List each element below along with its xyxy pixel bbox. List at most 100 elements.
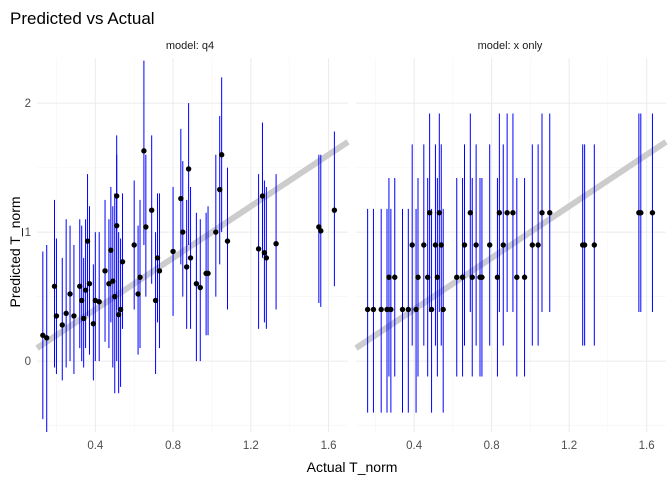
panel-strip-label-q4: model: q4: [166, 40, 214, 52]
data-point: [183, 264, 190, 270]
data-point: [154, 255, 161, 261]
data-point: [263, 255, 270, 261]
data-point: [591, 242, 598, 248]
data-point: [141, 148, 147, 154]
data-point: [137, 274, 143, 280]
data-point: [112, 293, 118, 300]
data-point: [479, 274, 485, 280]
data-point: [152, 297, 159, 304]
data-point: [581, 242, 588, 248]
data-point: [113, 222, 120, 229]
data-point: [529, 242, 536, 248]
data-point: [255, 246, 262, 252]
data-point: [638, 210, 644, 216]
data-point: [218, 152, 225, 158]
y-tick-label: 0: [25, 356, 31, 368]
reference-line: [35, 139, 350, 351]
panel-1: [354, 58, 668, 432]
data-point: [213, 229, 219, 235]
data-point: [187, 255, 194, 261]
data-point: [364, 306, 371, 313]
data-point: [467, 210, 474, 216]
data-point: [535, 242, 541, 248]
data-point: [649, 210, 656, 216]
data-point: [510, 210, 516, 216]
data-point: [486, 242, 493, 248]
data-point: [469, 274, 475, 280]
x-tick-label: 0.8: [165, 440, 181, 452]
data-point: [51, 283, 58, 289]
data-point: [432, 242, 439, 248]
data-point: [318, 228, 324, 234]
panels-group: [35, 58, 668, 432]
data-point: [494, 274, 501, 280]
reference-line: [354, 139, 668, 351]
data-point: [59, 322, 65, 328]
data-point: [378, 306, 384, 313]
panel-strip-label-x-only: model: x only: [478, 40, 543, 52]
panel-0: [35, 58, 350, 432]
data-point: [514, 274, 520, 280]
data-point: [77, 283, 83, 289]
data-point: [79, 297, 85, 304]
data-point: [86, 280, 93, 287]
data-point: [71, 313, 77, 319]
data-point: [438, 242, 444, 248]
data-point: [428, 306, 435, 313]
data-point: [63, 310, 69, 317]
data-point: [461, 242, 468, 248]
data-point: [178, 195, 184, 202]
data-point: [500, 242, 506, 248]
x-tick-label: 1.2: [243, 440, 259, 452]
data-point: [539, 210, 545, 216]
chart-title: Predicted vs Actual: [10, 9, 155, 28]
x-tick-label: 1.6: [321, 440, 337, 452]
data-point: [44, 335, 50, 341]
data-point: [473, 242, 479, 248]
data-point: [110, 278, 116, 284]
x-tick-label: 0.4: [87, 440, 104, 452]
data-point: [459, 274, 466, 280]
x-axis-label: Actual T_norm: [307, 459, 398, 475]
data-point: [67, 291, 73, 297]
data-point: [96, 299, 102, 305]
data-point: [426, 210, 433, 216]
data-point: [148, 207, 155, 213]
data-point: [82, 287, 89, 293]
data-point: [504, 210, 510, 216]
data-point: [170, 248, 176, 255]
data-point: [424, 274, 431, 280]
data-point: [108, 247, 114, 253]
data-point: [331, 207, 338, 213]
data-point: [102, 268, 108, 274]
data-point: [413, 306, 419, 313]
data-point: [113, 193, 120, 199]
data-point: [53, 313, 60, 319]
data-point: [90, 320, 97, 327]
y-tick-label: 2: [25, 98, 31, 110]
data-point: [106, 280, 112, 287]
data-point: [156, 268, 163, 274]
x-axis-ticks: 0.4 0.8 1.2 1.6 0.4 0.8 1.2 1.6: [87, 440, 654, 452]
data-point: [261, 250, 268, 256]
x-tick-label: 1.2: [561, 440, 577, 452]
x-tick-label: 0.8: [484, 440, 500, 452]
data-point: [384, 306, 390, 313]
x-tick-label: 1.6: [639, 440, 655, 452]
data-point: [440, 306, 446, 313]
data-point: [273, 241, 279, 247]
data-point: [224, 238, 231, 244]
data-point: [115, 311, 122, 318]
data-point: [217, 186, 223, 193]
data-point: [454, 274, 460, 280]
x-tick-label: 0.4: [406, 440, 423, 452]
data-point: [143, 224, 149, 230]
data-point: [117, 306, 124, 313]
data-point: [259, 193, 266, 199]
y-tick-label: 1: [25, 227, 31, 239]
data-point: [415, 274, 421, 280]
data-point: [197, 284, 203, 291]
data-point: [180, 229, 186, 235]
data-point: [185, 166, 192, 172]
